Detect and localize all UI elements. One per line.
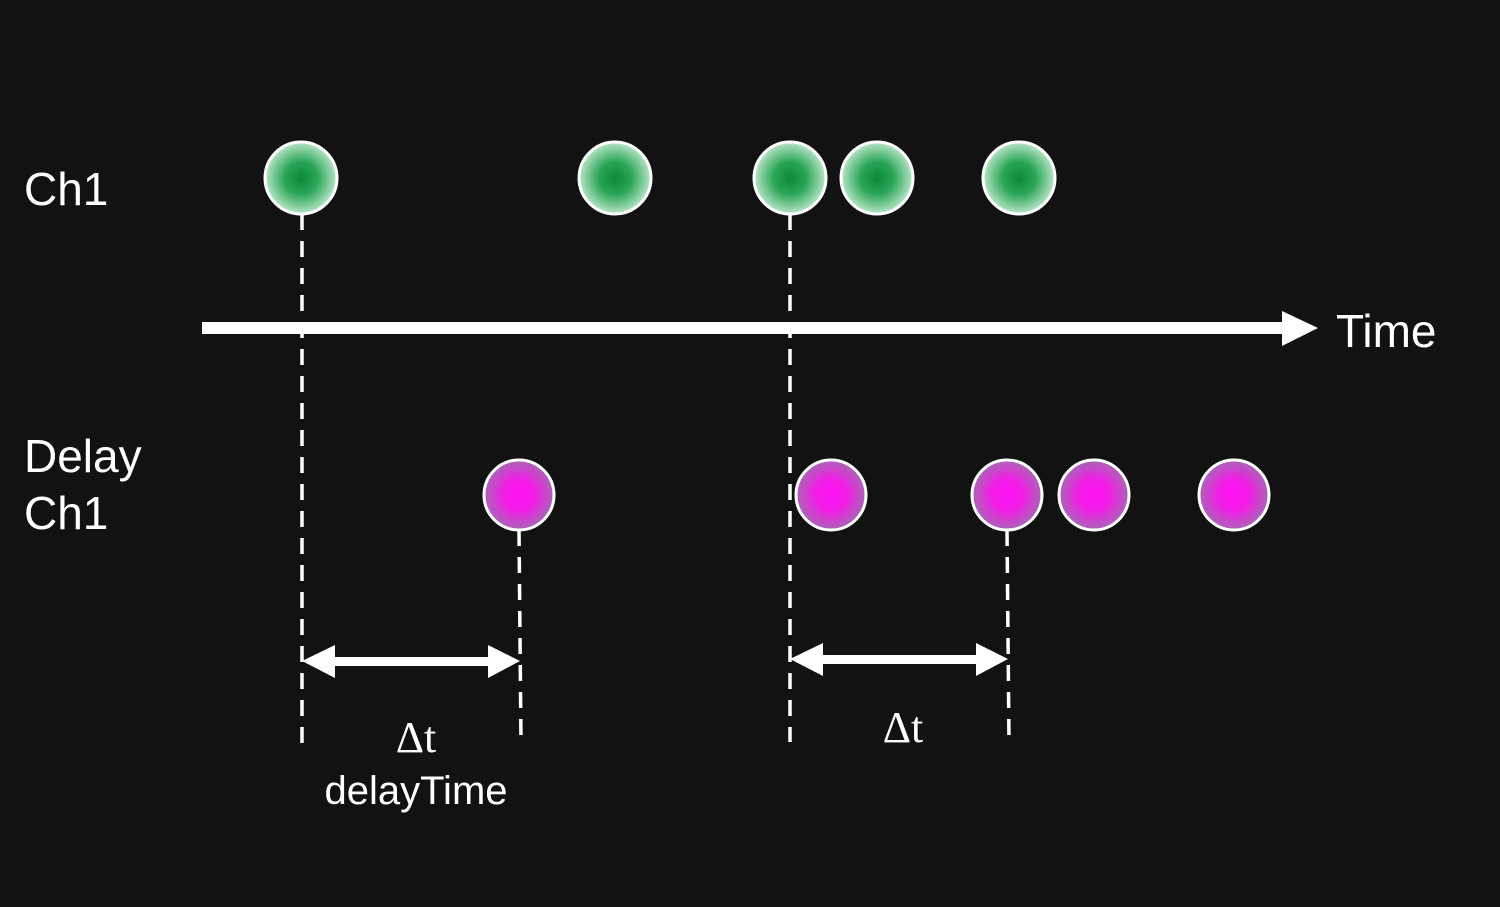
delay-event-marker <box>482 458 556 532</box>
delta-arrow-1 <box>302 645 520 678</box>
delta-t-label-2: Δt <box>883 703 924 752</box>
delta-t-label-1: Δt <box>396 713 437 762</box>
ch1-events <box>263 140 1057 216</box>
ch1-event-marker <box>839 140 915 216</box>
time-axis <box>202 311 1318 346</box>
delay-event-marker <box>794 458 868 532</box>
ch1-event-marker <box>981 140 1057 216</box>
ch1-event-marker <box>752 140 828 216</box>
ch1-event-marker <box>263 140 339 216</box>
delay-event-marker <box>970 458 1044 532</box>
delta-arrow-shaft <box>818 655 981 664</box>
delta-arrow-shaft <box>330 657 493 666</box>
ch1-event-marker <box>577 140 653 216</box>
dashed-guides <box>300 214 1011 752</box>
time-axis-label: Time <box>1336 305 1437 357</box>
delay-time-caption: delayTime <box>324 769 507 813</box>
delay-row-label-line2: Ch1 <box>24 487 108 539</box>
delay-row-label-line1: Delay <box>24 430 142 482</box>
delay-ch1-events <box>482 458 1271 532</box>
delay-event-marker <box>1057 458 1131 532</box>
arrow-left-icon <box>790 643 823 676</box>
guide-line <box>1005 529 1011 743</box>
time-axis-arrowhead-icon <box>1282 311 1318 346</box>
time-axis-line <box>202 322 1288 334</box>
delta-arrow-2 <box>790 643 1008 676</box>
arrow-left-icon <box>302 645 335 678</box>
guide-line <box>517 529 523 743</box>
delay-event-marker <box>1197 458 1271 532</box>
arrow-right-icon <box>488 645 520 678</box>
ch1-row-label: Ch1 <box>24 163 108 215</box>
arrow-right-icon <box>976 643 1008 676</box>
